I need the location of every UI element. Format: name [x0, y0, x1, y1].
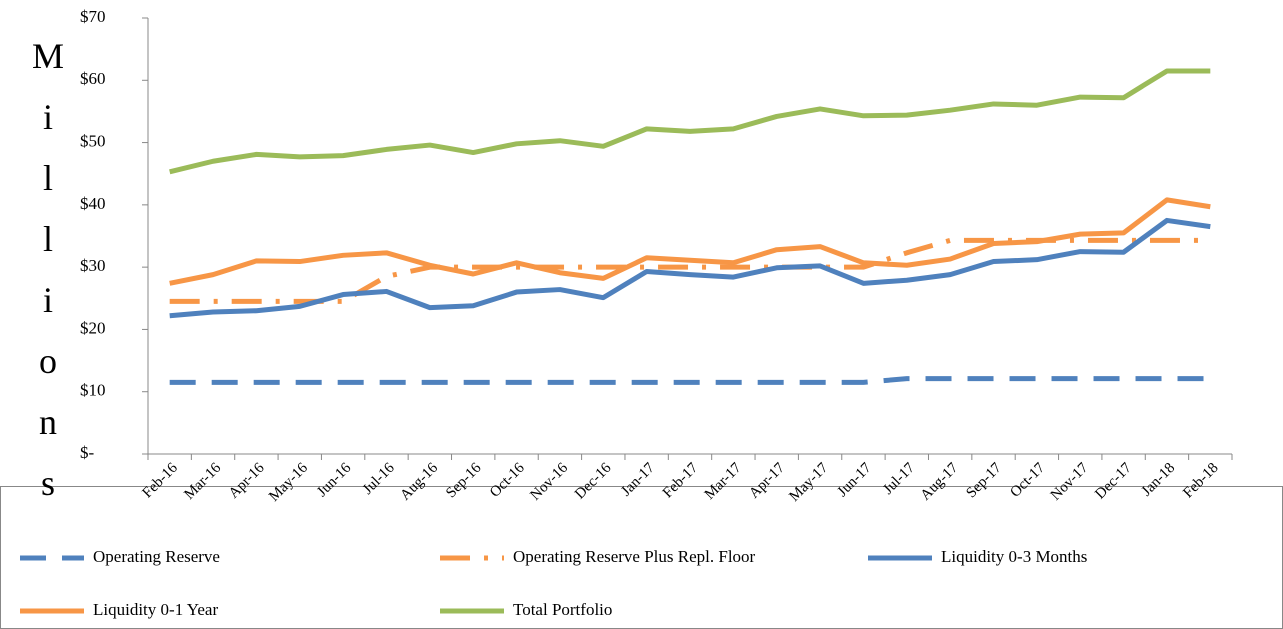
x-tick-label: Aug-17 — [918, 460, 962, 504]
x-tick-label: Sep-17 — [963, 460, 1005, 502]
x-tick-label: Sep-16 — [443, 460, 485, 502]
y-tick-label: $10 — [80, 381, 106, 400]
x-tick-label: Nov-17 — [1048, 460, 1092, 504]
legend-label: Liquidity 0-3 Months — [941, 547, 1087, 566]
x-tick-label: Feb-17 — [660, 460, 702, 502]
x-tick-label: Mar-17 — [702, 460, 745, 503]
x-tick-label: Mar-16 — [181, 460, 224, 503]
y-tick-label: $30 — [80, 256, 106, 275]
y-tick-label: $- — [80, 443, 95, 462]
x-tick-label: Dec-16 — [572, 460, 615, 503]
x-tick-label: Apr-16 — [226, 460, 268, 502]
legend-label: Operating Reserve Plus Repl. Floor — [513, 547, 756, 566]
x-tick-label: Apr-17 — [746, 460, 788, 502]
legend-label: Operating Reserve — [93, 547, 220, 566]
x-tick-label: Feb-18 — [1180, 460, 1221, 501]
series-line — [169, 217, 1211, 319]
y-tick-label: $20 — [80, 318, 106, 337]
x-tick-label: Jun-16 — [314, 460, 355, 501]
x-tick-label: Jan-17 — [618, 460, 658, 500]
x-tick-label: Jul-16 — [360, 460, 398, 498]
x-tick-label: Feb-16 — [140, 460, 182, 502]
y-tick-label: $40 — [80, 194, 106, 213]
legend-label: Total Portfolio — [513, 600, 612, 619]
series-line — [169, 68, 1211, 175]
x-tick-label: Nov-16 — [527, 460, 571, 504]
x-tick-label: Oct-17 — [1007, 460, 1048, 501]
x-tick-label: Oct-16 — [487, 460, 528, 501]
legend-label: Liquidity 0-1 Year — [93, 600, 218, 619]
series-line — [169, 376, 1211, 385]
x-tick-label: May-17 — [786, 460, 831, 505]
y-axis-label: Millions — [28, 36, 68, 524]
series-line — [169, 237, 1211, 304]
x-tick-label: Jan-18 — [1139, 460, 1179, 500]
y-tick-label: $70 — [80, 7, 106, 26]
series-line — [169, 197, 1211, 286]
x-tick-label: Dec-17 — [1092, 460, 1135, 503]
x-tick-label: Aug-16 — [397, 460, 441, 504]
y-tick-label: $60 — [80, 69, 106, 88]
x-tick-label: Jul-17 — [880, 460, 918, 498]
y-tick-label: $50 — [80, 131, 106, 150]
x-tick-label: May-16 — [266, 460, 311, 505]
x-tick-label: Jun-17 — [835, 460, 876, 501]
